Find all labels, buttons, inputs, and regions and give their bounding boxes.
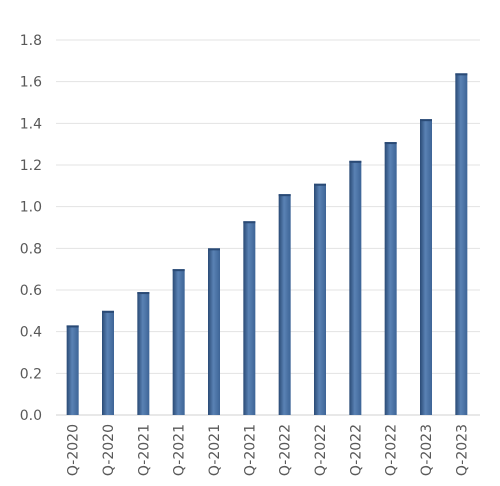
y-tick-label: 1.8 [20,33,42,49]
bar [278,194,291,415]
y-tick-label: 0.4 [20,325,42,341]
x-tick-label: Q-2020 [101,424,117,476]
x-tick-label: Q-2023 [454,424,470,476]
bar-cap [66,325,79,328]
bar [243,221,256,415]
bar-cap [102,310,114,313]
x-tick-label: Q-2021 [207,424,223,476]
bar [66,325,79,415]
gridlines [56,39,480,416]
bar-cap [278,194,291,197]
y-tick-label: 0.8 [20,241,42,257]
bar-cap [384,142,397,145]
bar-cap [208,248,220,251]
bar [208,248,220,415]
x-tick-label: Q-2021 [136,424,152,476]
x-tick-label: Q-2020 [66,424,82,476]
y-tick-label: 0.2 [20,366,42,382]
x-tick-label: Q-2021 [242,424,258,476]
bar [172,269,185,415]
y-tick-label: 1.2 [20,158,42,174]
bar [349,160,362,415]
bar-cap [349,160,362,163]
bar [420,119,432,416]
bar-cap [314,183,326,186]
bar-cap [137,292,150,295]
bar-cap [420,119,432,122]
bars [66,73,468,416]
x-tick-label: Q-2023 [419,424,435,476]
y-axis-ticks: 0.0 0.2 0.4 0.6 0.8 1.0 1.2 1.4 1.6 1.8 [20,33,42,424]
x-tick-label: Q-2022 [313,424,329,476]
bar-cap [455,73,468,76]
x-axis-ticks: Q-2020 Q-2020 Q-2021 Q-2021 Q-2021 Q-2021 Q-20… [66,424,471,476]
y-tick-label: 0.0 [20,408,42,424]
x-tick-label: Q-2022 [278,424,294,476]
bar [102,310,114,415]
x-tick-label: Q-2022 [348,424,364,476]
bar [455,73,468,415]
bar [384,142,397,416]
y-tick-label: 0.6 [20,283,42,299]
y-tick-label: 1.0 [20,200,42,216]
y-tick-label: 1.6 [20,75,42,91]
x-tick-label: Q-2021 [172,424,188,476]
x-tick-label: Q-2022 [384,424,400,476]
bar [314,183,326,415]
bar-cap [172,269,185,272]
y-tick-label: 1.4 [20,116,42,132]
bar-cap [243,221,256,224]
bar [137,292,150,415]
